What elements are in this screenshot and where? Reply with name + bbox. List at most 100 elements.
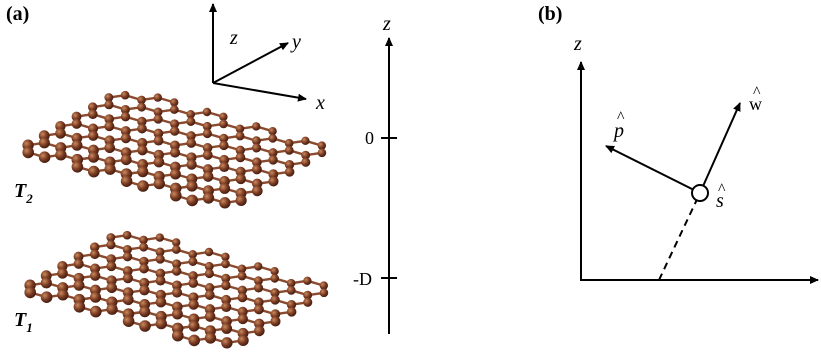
panel-a-label: (a)	[6, 3, 29, 25]
atom	[253, 276, 263, 286]
atom	[155, 275, 166, 286]
atom	[170, 98, 179, 107]
atom	[153, 135, 164, 146]
atom	[270, 274, 280, 283]
atom	[71, 139, 83, 151]
atom	[87, 109, 98, 120]
atom	[219, 161, 230, 173]
atom	[237, 292, 248, 303]
atom	[251, 157, 262, 168]
atom	[137, 116, 147, 127]
atom	[170, 126, 180, 136]
atom	[188, 334, 200, 347]
atom	[237, 271, 247, 281]
graphene-layer-top	[22, 90, 327, 209]
atom	[137, 123, 147, 134]
atom	[270, 316, 281, 327]
atom	[106, 303, 118, 315]
atom	[270, 295, 280, 305]
atom	[122, 244, 132, 255]
atom	[270, 288, 280, 298]
atom	[88, 165, 100, 178]
atom	[139, 256, 149, 267]
atom	[286, 299, 297, 310]
atom	[153, 114, 163, 124]
atom	[237, 285, 247, 295]
atom	[202, 192, 215, 204]
atom	[153, 107, 163, 117]
atom	[284, 138, 294, 148]
atom	[120, 126, 131, 136]
z-axis-label: z	[382, 13, 391, 35]
atom	[284, 167, 295, 177]
atom	[268, 176, 279, 187]
atom	[139, 306, 151, 318]
atom	[71, 161, 84, 173]
atom	[268, 127, 277, 136]
atom	[90, 305, 102, 318]
panel-a: (a) z y x T2 T1 z 0 -D	[6, 3, 397, 349]
atom	[303, 290, 313, 300]
layer-top-label: T2	[14, 180, 33, 206]
atom	[40, 291, 53, 304]
atom	[303, 276, 312, 285]
atom	[186, 152, 197, 163]
atom	[88, 123, 99, 134]
point-s-text: s	[716, 190, 724, 212]
atom	[137, 95, 146, 105]
atom	[57, 289, 69, 301]
atom	[139, 263, 149, 274]
atom	[155, 296, 167, 308]
atom	[104, 121, 115, 132]
atom	[254, 262, 263, 271]
atom	[268, 134, 278, 143]
atom	[202, 150, 213, 160]
layer-bottom-label-sub: 1	[26, 320, 33, 335]
axis-3d-x-line	[212, 82, 307, 102]
atom	[137, 166, 149, 178]
atom	[155, 247, 165, 257]
atom	[104, 114, 115, 124]
atom	[155, 268, 166, 279]
atom	[170, 147, 181, 158]
atom	[155, 233, 164, 242]
atom	[139, 284, 150, 296]
atom	[90, 270, 101, 281]
atom	[106, 240, 116, 250]
atom	[186, 110, 196, 119]
atom	[219, 140, 229, 151]
atom	[153, 93, 162, 102]
atom	[172, 287, 183, 298]
atom	[71, 118, 82, 129]
atom	[38, 137, 50, 149]
atom	[172, 238, 181, 247]
atom	[270, 267, 279, 276]
atom	[251, 185, 263, 197]
axes-3d	[209, 3, 307, 102]
atom	[221, 294, 232, 305]
atom	[188, 257, 198, 266]
atom	[90, 263, 101, 274]
atom	[286, 278, 296, 288]
atom	[221, 301, 232, 313]
atom	[235, 173, 246, 185]
atom	[55, 149, 67, 161]
atom	[122, 273, 133, 284]
atom	[89, 249, 100, 260]
point-s-circle	[691, 184, 709, 202]
atom	[104, 93, 114, 102]
atom	[120, 111, 131, 122]
atom	[122, 251, 133, 262]
atom	[106, 254, 117, 264]
atom	[202, 143, 213, 153]
vector-p-line	[605, 145, 701, 194]
atom	[252, 122, 261, 131]
atom	[268, 155, 278, 165]
atom	[120, 133, 131, 144]
atom	[155, 254, 165, 264]
atom	[219, 112, 228, 122]
atom	[268, 169, 279, 180]
atom	[219, 133, 229, 143]
atom	[188, 250, 198, 259]
atom	[319, 288, 329, 298]
